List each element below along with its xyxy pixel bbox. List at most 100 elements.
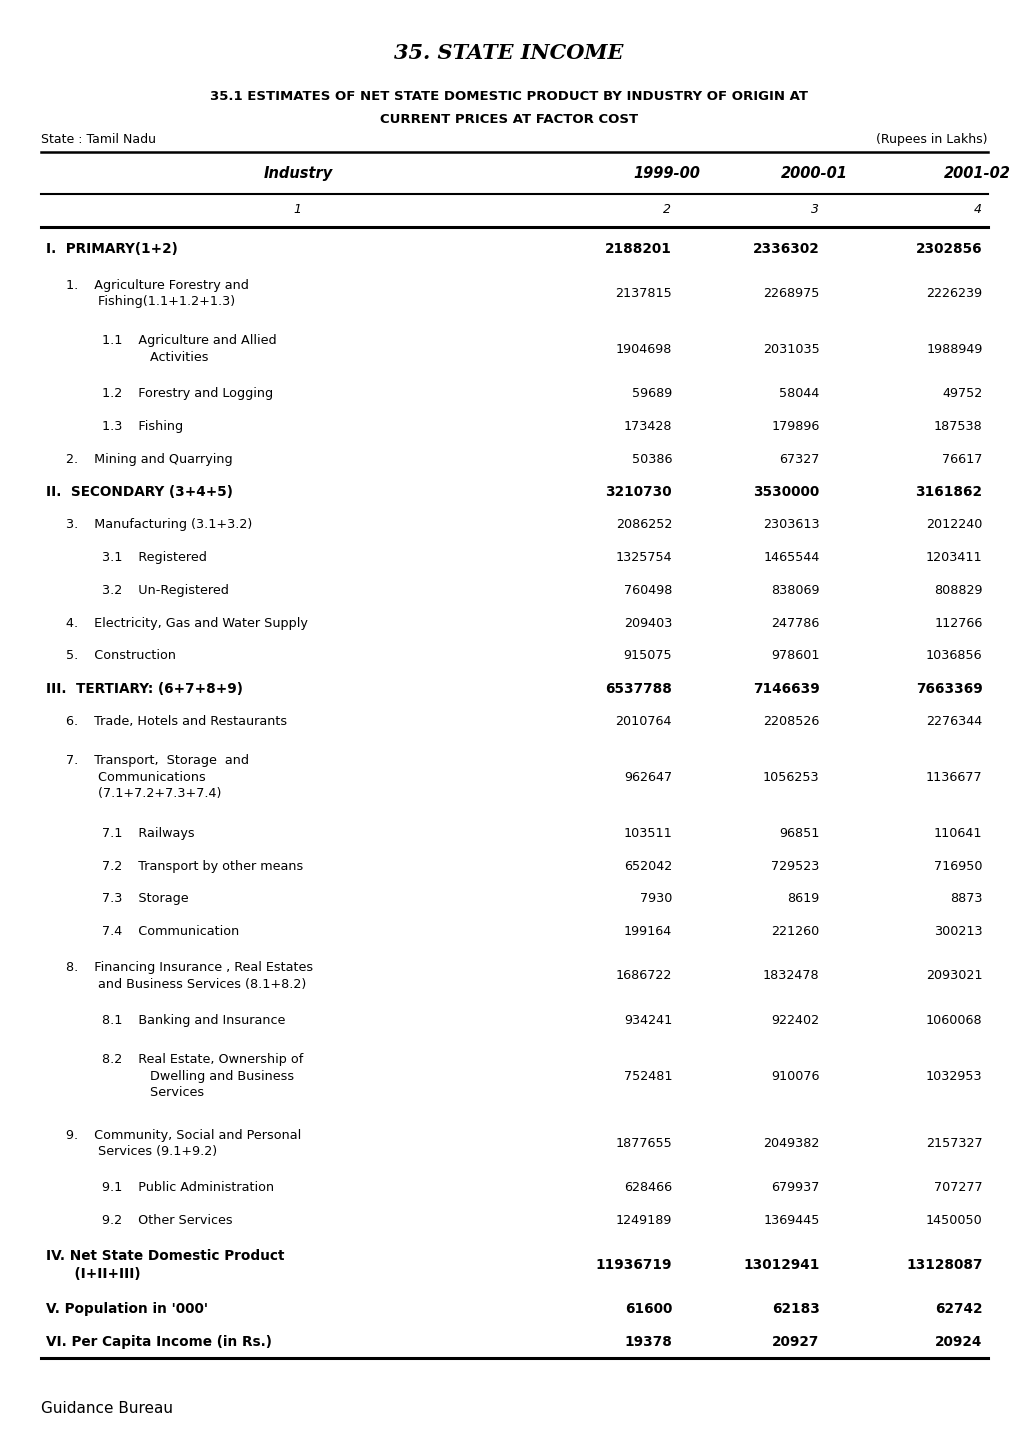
Text: 2268975: 2268975 [762, 288, 819, 301]
Text: 62742: 62742 [934, 1302, 981, 1316]
Text: 1060068: 1060068 [925, 1014, 981, 1027]
Text: 7.4    Communication: 7.4 Communication [102, 925, 238, 938]
Text: 1450050: 1450050 [925, 1214, 981, 1227]
Text: 7.1    Railways: 7.1 Railways [102, 827, 195, 840]
Text: 3: 3 [810, 204, 817, 215]
Text: 962647: 962647 [624, 772, 672, 785]
Text: 1.3    Fishing: 1.3 Fishing [102, 419, 182, 432]
Text: 1136677: 1136677 [925, 772, 981, 785]
Text: 1877655: 1877655 [614, 1137, 672, 1150]
Text: 61600: 61600 [624, 1302, 672, 1316]
Text: Guidance Bureau: Guidance Bureau [41, 1402, 172, 1416]
Text: 11936719: 11936719 [595, 1257, 672, 1272]
Text: 1.2    Forestry and Logging: 1.2 Forestry and Logging [102, 387, 273, 400]
Text: 9.2    Other Services: 9.2 Other Services [102, 1214, 232, 1227]
Text: 2031035: 2031035 [762, 342, 819, 355]
Text: 752481: 752481 [623, 1069, 672, 1082]
Text: 9.    Community, Social and Personal
        Services (9.1+9.2): 9. Community, Social and Personal Servic… [66, 1129, 302, 1157]
Text: 2012240: 2012240 [925, 519, 981, 532]
Text: (Rupees in Lakhs): (Rupees in Lakhs) [875, 133, 986, 146]
Text: 1465544: 1465544 [762, 551, 819, 564]
Text: 221260: 221260 [770, 925, 819, 938]
Text: 1: 1 [293, 204, 302, 215]
Text: I.  PRIMARY(1+2): I. PRIMARY(1+2) [46, 243, 177, 256]
Text: 760498: 760498 [623, 584, 672, 597]
Text: 76617: 76617 [942, 452, 981, 465]
Text: 922402: 922402 [770, 1014, 819, 1027]
Text: 679937: 679937 [770, 1181, 819, 1194]
Text: 3.2    Un-Registered: 3.2 Un-Registered [102, 584, 228, 597]
Text: 2001-02: 2001-02 [944, 166, 1010, 181]
Text: 179896: 179896 [770, 419, 819, 432]
Text: 2049382: 2049382 [762, 1137, 819, 1150]
Text: 1.    Agriculture Forestry and
        Fishing(1.1+1.2+1.3): 1. Agriculture Forestry and Fishing(1.1+… [66, 279, 249, 308]
Text: 8.1    Banking and Insurance: 8.1 Banking and Insurance [102, 1014, 285, 1027]
Text: 103511: 103511 [623, 827, 672, 840]
Text: 1999-00: 1999-00 [633, 166, 700, 181]
Text: 2336302: 2336302 [752, 243, 819, 256]
Text: State : Tamil Nadu: State : Tamil Nadu [41, 133, 156, 146]
Text: 934241: 934241 [624, 1014, 672, 1027]
Text: 1988949: 1988949 [925, 342, 981, 355]
Text: 716950: 716950 [933, 860, 981, 873]
Text: 20924: 20924 [934, 1335, 981, 1348]
Text: 247786: 247786 [770, 617, 819, 630]
Text: 112766: 112766 [933, 617, 981, 630]
Text: 7663369: 7663369 [915, 682, 981, 696]
Text: 2276344: 2276344 [925, 715, 981, 728]
Text: 3.    Manufacturing (3.1+3.2): 3. Manufacturing (3.1+3.2) [66, 519, 252, 532]
Text: 209403: 209403 [623, 617, 672, 630]
Text: 2093021: 2093021 [925, 970, 981, 983]
Text: 4: 4 [972, 204, 980, 215]
Text: 4.    Electricity, Gas and Water Supply: 4. Electricity, Gas and Water Supply [66, 617, 308, 630]
Text: 1249189: 1249189 [615, 1214, 672, 1227]
Text: 8.    Financing Insurance , Real Estates
        and Business Services (8.1+8.2): 8. Financing Insurance , Real Estates an… [66, 961, 313, 991]
Text: 915075: 915075 [623, 649, 672, 662]
Text: 3530000: 3530000 [753, 486, 819, 499]
Text: 7930: 7930 [639, 893, 672, 906]
Text: 978601: 978601 [770, 649, 819, 662]
Text: 3.1    Registered: 3.1 Registered [102, 551, 207, 564]
Text: 173428: 173428 [623, 419, 672, 432]
Text: 7146639: 7146639 [752, 682, 819, 696]
Text: 2137815: 2137815 [614, 288, 672, 301]
Text: 2010764: 2010764 [614, 715, 672, 728]
Text: 3161862: 3161862 [915, 486, 981, 499]
Text: IV. Net State Domestic Product
      (I+II+III): IV. Net State Domestic Product (I+II+III… [46, 1248, 284, 1280]
Text: 2: 2 [662, 204, 671, 215]
Text: 1904698: 1904698 [615, 342, 672, 355]
Text: 707277: 707277 [933, 1181, 981, 1194]
Text: 1036856: 1036856 [925, 649, 981, 662]
Text: 187538: 187538 [932, 419, 981, 432]
Text: 838069: 838069 [770, 584, 819, 597]
Text: 199164: 199164 [624, 925, 672, 938]
Text: 50386: 50386 [631, 452, 672, 465]
Text: 58044: 58044 [779, 387, 819, 400]
Text: 59689: 59689 [631, 387, 672, 400]
Text: 1.1    Agriculture and Allied
            Activities: 1.1 Agriculture and Allied Activities [102, 334, 276, 364]
Text: Industry: Industry [263, 166, 332, 181]
Text: 7.2    Transport by other means: 7.2 Transport by other means [102, 860, 303, 873]
Text: 2000-01: 2000-01 [781, 166, 847, 181]
Text: 13128087: 13128087 [905, 1257, 981, 1272]
Text: 808829: 808829 [933, 584, 981, 597]
Text: 1686722: 1686722 [615, 970, 672, 983]
Text: VI. Per Capita Income (in Rs.): VI. Per Capita Income (in Rs.) [46, 1335, 271, 1348]
Text: 2302856: 2302856 [915, 243, 981, 256]
Text: 1032953: 1032953 [925, 1069, 981, 1082]
Text: 8873: 8873 [949, 893, 981, 906]
Text: 110641: 110641 [933, 827, 981, 840]
Text: 8.2    Real Estate, Ownership of
            Dwelling and Business
            S: 8.2 Real Estate, Ownership of Dwelling a… [102, 1053, 303, 1100]
Text: 2157327: 2157327 [925, 1137, 981, 1150]
Text: 729523: 729523 [770, 860, 819, 873]
Text: 1325754: 1325754 [614, 551, 672, 564]
Text: 1832478: 1832478 [762, 970, 819, 983]
Text: 2.    Mining and Quarrying: 2. Mining and Quarrying [66, 452, 232, 465]
Text: 1056253: 1056253 [762, 772, 819, 785]
Text: 652042: 652042 [624, 860, 672, 873]
Text: 20927: 20927 [771, 1335, 819, 1348]
Text: 2303613: 2303613 [762, 519, 819, 532]
Text: 6.    Trade, Hotels and Restaurants: 6. Trade, Hotels and Restaurants [66, 715, 287, 728]
Text: 2226239: 2226239 [925, 288, 981, 301]
Text: 35.1 ESTIMATES OF NET STATE DOMESTIC PRODUCT BY INDUSTRY OF ORIGIN AT: 35.1 ESTIMATES OF NET STATE DOMESTIC PRO… [210, 91, 807, 103]
